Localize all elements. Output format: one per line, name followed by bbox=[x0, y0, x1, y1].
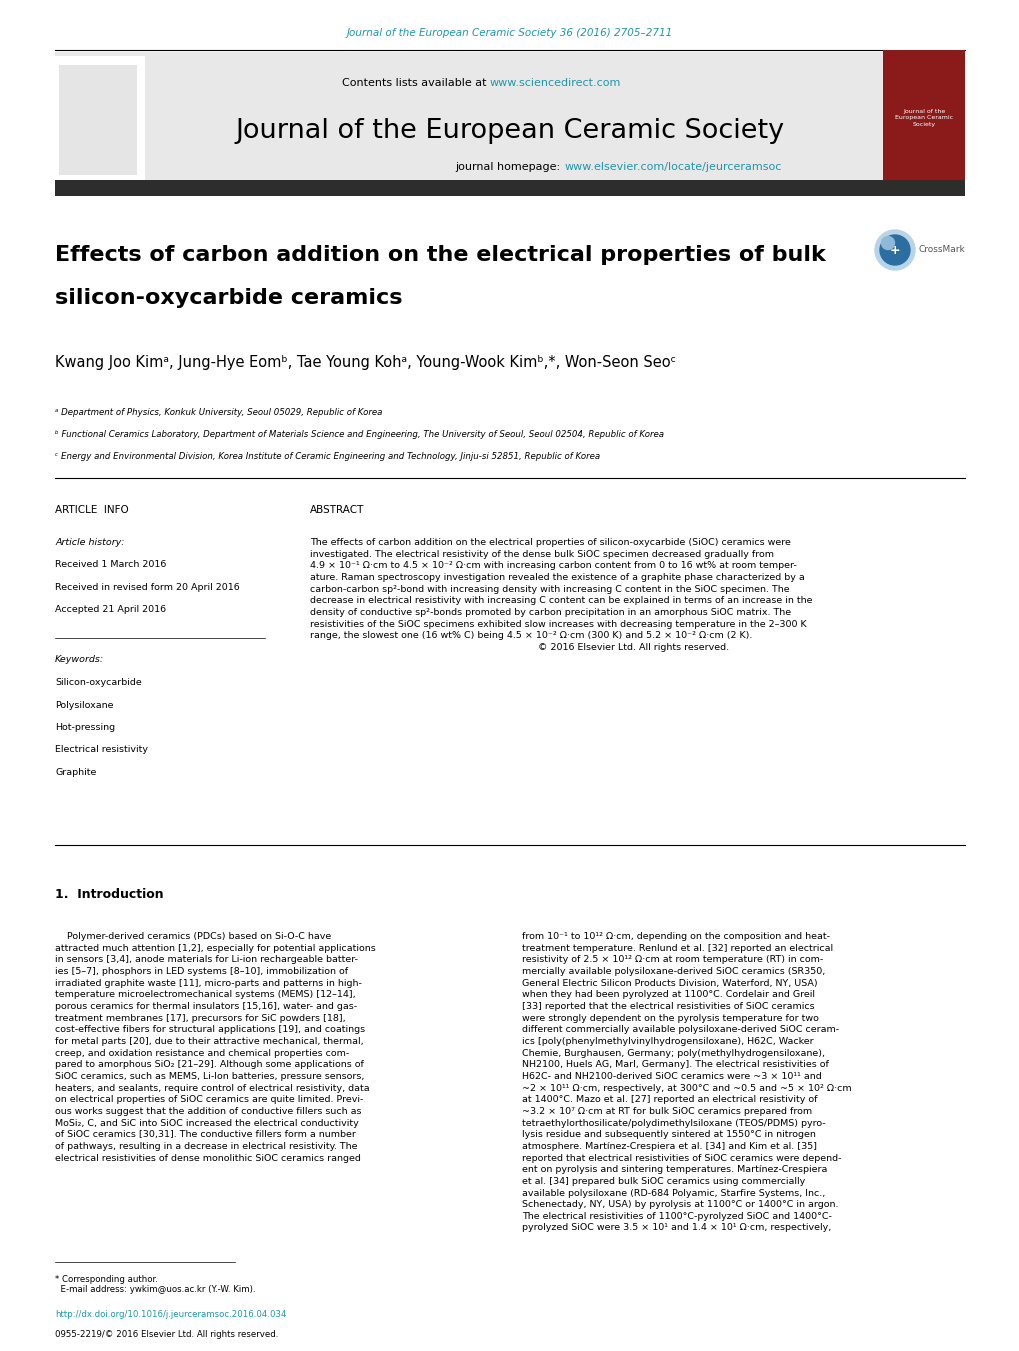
Text: Polymer-derived ceramics (PDCs) based on Si-O-C have
attracted much attention [1: Polymer-derived ceramics (PDCs) based on… bbox=[55, 932, 375, 1163]
Bar bbox=[55, 51, 964, 190]
Text: Polysiloxane: Polysiloxane bbox=[55, 701, 113, 709]
Text: Journal of the
European Ceramic
Society: Journal of the European Ceramic Society bbox=[894, 109, 952, 127]
Text: journal homepage:: journal homepage: bbox=[454, 162, 564, 172]
Bar bbox=[59, 65, 137, 176]
Text: * Corresponding author.
  E-mail address: ywkim@uos.ac.kr (Y.-W. Kim).: * Corresponding author. E-mail address: … bbox=[55, 1275, 255, 1294]
Text: Accepted 21 April 2016: Accepted 21 April 2016 bbox=[55, 605, 166, 613]
Text: Graphite: Graphite bbox=[55, 767, 96, 777]
Circle shape bbox=[880, 236, 894, 250]
Text: ARTICLE  INFO: ARTICLE INFO bbox=[55, 505, 128, 515]
Circle shape bbox=[874, 230, 914, 270]
Text: +: + bbox=[889, 243, 900, 257]
Text: ᵃ Department of Physics, Konkuk University, Seoul 05029, Republic of Korea: ᵃ Department of Physics, Konkuk Universi… bbox=[55, 408, 382, 417]
Text: 1.  Introduction: 1. Introduction bbox=[55, 888, 163, 901]
Text: www.sciencedirect.com: www.sciencedirect.com bbox=[489, 78, 621, 88]
Text: www.elsevier.com/locate/jeurceramsoc: www.elsevier.com/locate/jeurceramsoc bbox=[565, 162, 782, 172]
Circle shape bbox=[879, 235, 909, 265]
Text: ELSEVIER: ELSEVIER bbox=[59, 182, 132, 196]
Text: Received 1 March 2016: Received 1 March 2016 bbox=[55, 561, 166, 569]
Text: Effects of carbon addition on the electrical properties of bulk: Effects of carbon addition on the electr… bbox=[55, 245, 825, 265]
Text: ᶜ Energy and Environmental Division, Korea Institute of Ceramic Engineering and : ᶜ Energy and Environmental Division, Kor… bbox=[55, 453, 599, 461]
Bar bbox=[55, 180, 964, 196]
Text: ABSTRACT: ABSTRACT bbox=[310, 505, 364, 515]
Bar bbox=[55, 55, 145, 186]
Text: Hot-pressing: Hot-pressing bbox=[55, 723, 115, 732]
Text: Electrical resistivity: Electrical resistivity bbox=[55, 746, 148, 754]
Text: The effects of carbon addition on the electrical properties of silicon-oxycarbid: The effects of carbon addition on the el… bbox=[310, 538, 812, 653]
Text: ᵇ Functional Ceramics Laboratory, Department of Materials Science and Engineerin: ᵇ Functional Ceramics Laboratory, Depart… bbox=[55, 430, 663, 439]
Text: CrossMark: CrossMark bbox=[918, 246, 965, 254]
Text: Kwang Joo Kimᵃ, Jung-Hye Eomᵇ, Tae Young Kohᵃ, Young-Wook Kimᵇ,*, Won-Seon Seoᶜ: Kwang Joo Kimᵃ, Jung-Hye Eomᵇ, Tae Young… bbox=[55, 355, 676, 370]
Text: 0955-2219/© 2016 Elsevier Ltd. All rights reserved.: 0955-2219/© 2016 Elsevier Ltd. All right… bbox=[55, 1329, 278, 1339]
Text: Journal of the European Ceramic Society 36 (2016) 2705–2711: Journal of the European Ceramic Society … bbox=[346, 28, 673, 38]
Text: http://dx.doi.org/10.1016/j.jeurceramsoc.2016.04.034: http://dx.doi.org/10.1016/j.jeurceramsoc… bbox=[55, 1310, 286, 1319]
Text: Keywords:: Keywords: bbox=[55, 655, 104, 663]
Text: silicon-oxycarbide ceramics: silicon-oxycarbide ceramics bbox=[55, 288, 403, 308]
Text: Silicon-oxycarbide: Silicon-oxycarbide bbox=[55, 678, 142, 688]
Text: from 10⁻¹ to 10¹² Ω·cm, depending on the composition and heat-
treatment tempera: from 10⁻¹ to 10¹² Ω·cm, depending on the… bbox=[522, 932, 851, 1232]
Text: Article history:: Article history: bbox=[55, 538, 124, 547]
Bar bbox=[882, 50, 964, 188]
Text: Journal of the European Ceramic Society: Journal of the European Ceramic Society bbox=[235, 118, 784, 145]
Text: Received in revised form 20 April 2016: Received in revised form 20 April 2016 bbox=[55, 582, 239, 592]
Text: Contents lists available at: Contents lists available at bbox=[341, 78, 489, 88]
